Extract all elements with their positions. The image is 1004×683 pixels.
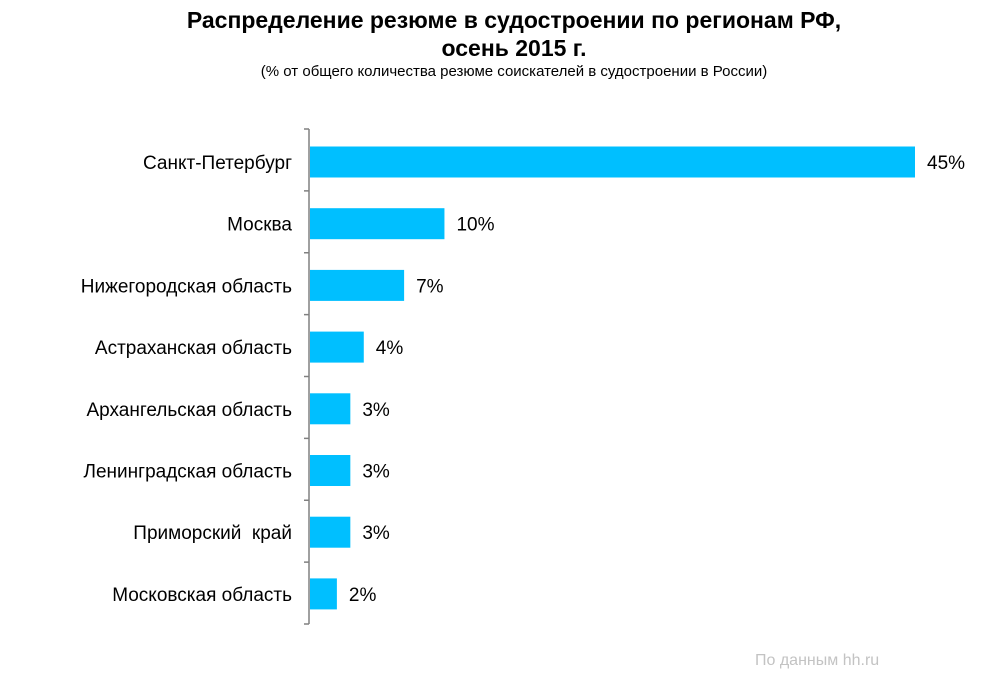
value-label-1: 45% [927, 153, 965, 174]
value-label-2: 10% [456, 215, 494, 236]
chart-title-line-1: Распределение резюме в судостроении по р… [186, 7, 842, 33]
category-label-3: Нижегородская область [81, 276, 292, 297]
bar-6 [310, 455, 351, 486]
category-label-6: Ленинградская область [84, 462, 293, 483]
category-label-2: Москва [227, 215, 292, 236]
value-label-7: 3% [362, 523, 390, 544]
value-label-3: 7% [416, 276, 444, 297]
chart-title-line-2: осень 2015 г. [441, 35, 587, 61]
category-label-1: Санкт-Петербург [143, 153, 292, 174]
chart-subtitle: (% от общего количества резюме соискател… [260, 63, 768, 80]
category-label-5: Архангельская область [86, 400, 292, 421]
bar-1 [310, 146, 915, 178]
bar-8 [310, 578, 337, 610]
value-label-5: 3% [362, 400, 390, 421]
bar-3 [310, 269, 405, 301]
category-label-8: Московская область [112, 585, 292, 606]
value-label-6: 3% [362, 462, 390, 483]
value-label-8: 2% [349, 585, 377, 606]
category-label-4: Астраханская область [95, 338, 292, 359]
category-label-7: Приморский край [133, 523, 292, 544]
bar-2 [310, 208, 445, 240]
bar-7 [310, 516, 351, 548]
bar-5 [310, 393, 351, 425]
source-note: По данным hh.ru [755, 652, 880, 669]
bar-4 [310, 331, 364, 363]
value-label-4: 4% [376, 338, 404, 359]
